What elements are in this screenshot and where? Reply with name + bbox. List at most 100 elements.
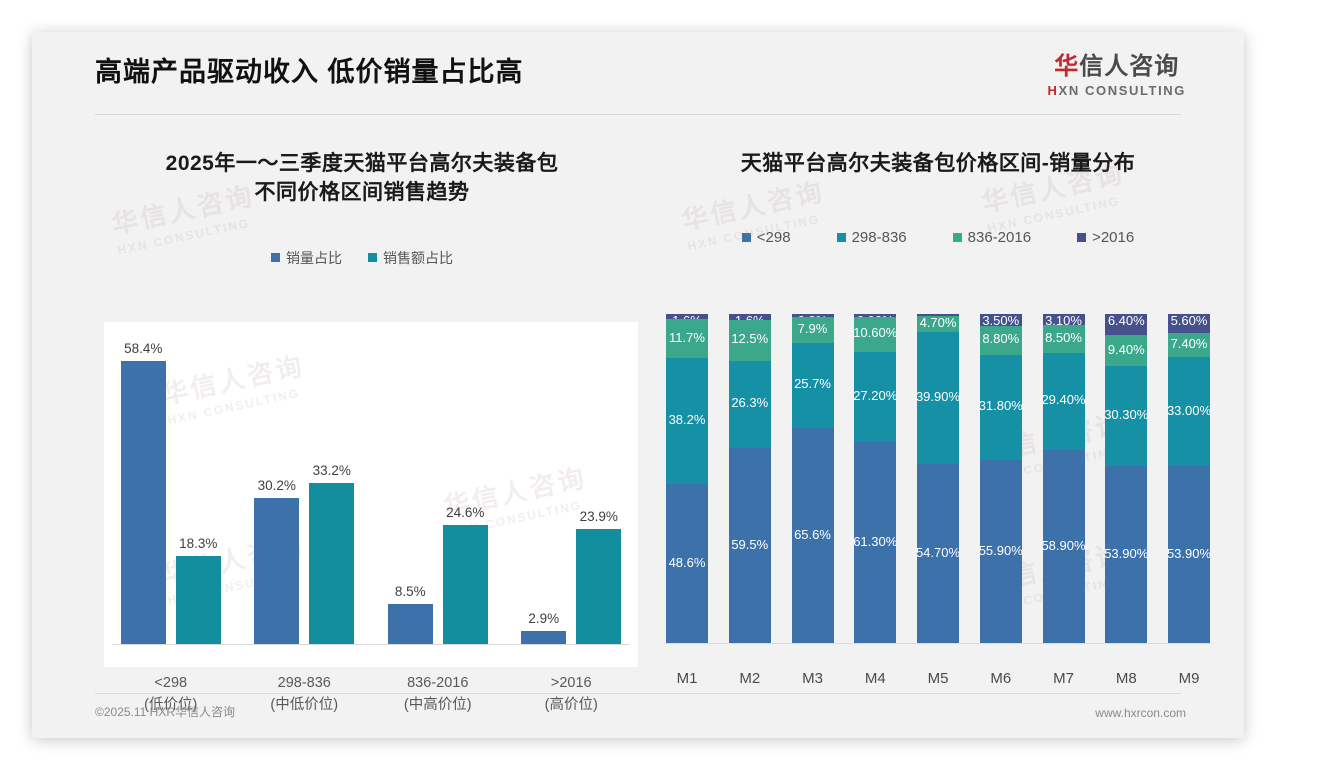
stack-segment-label: 58.90% [1042,537,1085,553]
bar-298-836-销售额占比[interactable] [309,483,355,645]
bar-wrapper: 58.4% [120,340,166,645]
right-chart-plot-area: 1.6% 11.7% 38.2% 48.6% 1.6% 12.5% 26.3% 59.5% 0.… [658,313,1218,664]
stack-segment-M2-<298[interactable]: 59.5% [728,447,771,644]
stack-segment-M9-298-836[interactable]: 33.00% [1168,357,1210,467]
stacked-bar-M8[interactable]: 6.40% 9.40% 30.30% 53.90% [1105,314,1148,644]
stack-segment-M4->2016[interactable]: 0.90% [854,314,897,317]
legend-swatch-icon [1077,232,1087,242]
stack-segment-M8-<298[interactable]: 53.90% [1105,466,1148,644]
bar-wrapper: 24.6% [442,343,488,645]
stack-segment-M3-836-2016[interactable]: 7.9% [791,316,834,343]
logo-chinese-text: 华信人咨询 [1048,54,1186,79]
category-name: 836-2016 [407,675,469,691]
stack-segment-M1-298-836[interactable]: 38.2% [666,357,708,484]
bar-value-label: 2.9% [528,610,560,626]
stack-segment-M6-298-836[interactable]: 31.80% [979,354,1022,460]
stacked-bar-M7[interactable]: 3.10% 8.50% 29.40% 58.90% [1042,314,1085,644]
legend-label: 销量占比 [286,249,342,266]
stack-segment-label: 9.40% [1107,341,1145,357]
bar-836-2016-销售额占比[interactable] [442,525,488,645]
stack-segment-M4-298-836[interactable]: 27.20% [854,351,897,442]
legend-label: 销售额占比 [383,249,453,266]
bar-<298-销量占比[interactable] [120,360,166,645]
category-label-M9: M9 [1178,670,1200,687]
stack-segment-M6-<298[interactable]: 55.90% [979,459,1022,644]
stack-segment-label: 33.00% [1168,402,1210,418]
stack-segment-M4-836-2016[interactable]: 10.60% [854,317,897,352]
stacked-bar-M9[interactable]: 5.60% 7.40% 33.00% 53.90% [1168,314,1210,644]
stack-segment-M7-298-836[interactable]: 29.40% [1042,352,1085,450]
category-label->2016: >2016 (高价位) [511,673,631,717]
category-sublabel: (中低价位) [270,696,339,713]
footer-copyright: ©2025.11 HXR华信人咨询 [95,705,235,719]
stack-segment-M6-836-2016[interactable]: 8.80% [979,325,1022,355]
category-label-298-836: 298-836 (中低价位) [244,673,364,717]
bar-value-label: 33.2% [312,463,351,479]
legend-item-3[interactable]: >2016 [1077,229,1134,246]
stacked-bar-M3[interactable]: 0.8% 7.9% 25.7% 65.6% [791,314,834,644]
stacked-bar-M1[interactable]: 1.6% 11.7% 38.2% 48.6% [666,313,708,644]
stack-segment-M9->2016[interactable]: 5.60% [1168,314,1210,333]
stack-segment-M5->2016[interactable]: 0.70% [917,314,959,317]
footer-divider [95,693,1181,694]
category-sublabel: (中高价位) [403,696,472,713]
stack-segment-M3-<298[interactable]: 65.6% [791,427,834,644]
stack-segment-M5-836-2016[interactable]: 4.70% [917,316,959,332]
stack-segment-M8-836-2016[interactable]: 9.40% [1105,335,1148,367]
stack-segment-M1->2016[interactable]: 1.6% [666,313,708,320]
stack-segment-M6->2016[interactable]: 3.50% [979,314,1022,326]
stack-segment-label: 38.2% [668,411,706,427]
bar-value-label: 8.5% [394,583,426,599]
stack-segment-M3->2016[interactable]: 0.8% [791,314,834,317]
legend-item-2[interactable]: 836-2016 [952,229,1031,246]
bar-836-2016-销量占比[interactable] [387,603,433,645]
stack-segment-label: 3.10% [1045,314,1082,325]
legend-item-0[interactable]: <298 [741,228,791,246]
right-chart-bars: 1.6% 11.7% 38.2% 48.6% 1.6% 12.5% 26.3% 59.5% 0.… [658,313,1218,644]
bar-group-2: 8.5% 24.6% [378,343,498,645]
category-name: >2016 [550,675,592,691]
stacked-bar-M2[interactable]: 1.6% 12.5% 26.3% 59.5% [728,314,771,644]
stack-segment-label: 10.60% [854,325,897,341]
stacked-bar-M6[interactable]: 3.50% 8.80% 31.80% 55.90% [979,314,1022,644]
left-chart-legend: 销量占比 销售额占比 [72,248,652,268]
stack-segment-M1-836-2016[interactable]: 11.7% [666,319,708,358]
stack-segment-M8-298-836[interactable]: 30.30% [1105,366,1148,467]
bar-value-label: 58.4% [124,340,163,356]
stack-segment-M2-836-2016[interactable]: 12.5% [728,319,771,361]
bar-298-836-销量占比[interactable] [254,497,300,645]
stack-segment-M7-<298[interactable]: 58.90% [1042,449,1085,644]
stack-segment-M1-<298[interactable]: 48.6% [666,483,708,644]
bar-<298-销售额占比[interactable] [175,555,221,645]
stack-segment-M2->2016[interactable]: 1.6% [728,314,771,320]
legend-swatch-icon [952,232,962,242]
stack-segment-M4-<298[interactable]: 61.30% [854,441,897,644]
stack-segment-label: 8.50% [1045,329,1082,345]
stack-segment-label: 31.80% [979,398,1022,414]
stacked-bar-M5[interactable]: 0.70%4.70% 39.90% 54.70% [917,314,959,644]
legend-label: <298 [756,228,791,246]
stack-segment-M2-298-836[interactable]: 26.3% [728,360,771,448]
category-name: 298-836 [277,675,331,691]
footer-website: www.hxrcon.com [1095,706,1186,720]
legend-item-1[interactable]: 298-836 [836,229,907,246]
legend-item-0[interactable]: 销量占比 [271,248,342,268]
left-chart-panel: 2025年一～三季度天猫平台高尔夫装备包 不同价格区间销售趋势 销量占比 销售额占… [72,128,652,713]
bar->2016-销售额占比[interactable] [576,528,622,645]
logo-en-rest: XN CONSULTING [1058,83,1186,99]
stack-segment-M7->2016[interactable]: 3.10% [1042,314,1085,325]
stack-segment-M7-836-2016[interactable]: 8.50% [1042,324,1085,353]
slide-card: 高端产品驱动收入 低价销量占比高 华信人咨询 HXN CONSULTING 20… [32,32,1244,738]
legend-item-1[interactable]: 销售额占比 [368,248,453,268]
left-chart-title: 2025年一～三季度天猫平台高尔夫装备包 不同价格区间销售趋势 [72,150,652,208]
stack-segment-M3-298-836[interactable]: 25.7% [791,342,834,428]
stack-segment-M9-836-2016[interactable]: 7.40% [1168,332,1210,358]
stack-segment-M5-<298[interactable]: 54.70% [917,463,959,644]
stack-segment-M8->2016[interactable]: 6.40% [1105,314,1148,336]
left-chart-axis-line [112,644,630,645]
stack-segment-M5-298-836[interactable]: 39.90% [917,331,959,464]
category-sublabel: (低价位) [144,696,198,713]
stacked-bar-M4[interactable]: 0.90% 10.60% 27.20% 61.30% [854,314,897,644]
bar->2016-销量占比[interactable] [521,630,567,645]
stack-segment-M9-<298[interactable]: 53.90% [1168,466,1210,644]
